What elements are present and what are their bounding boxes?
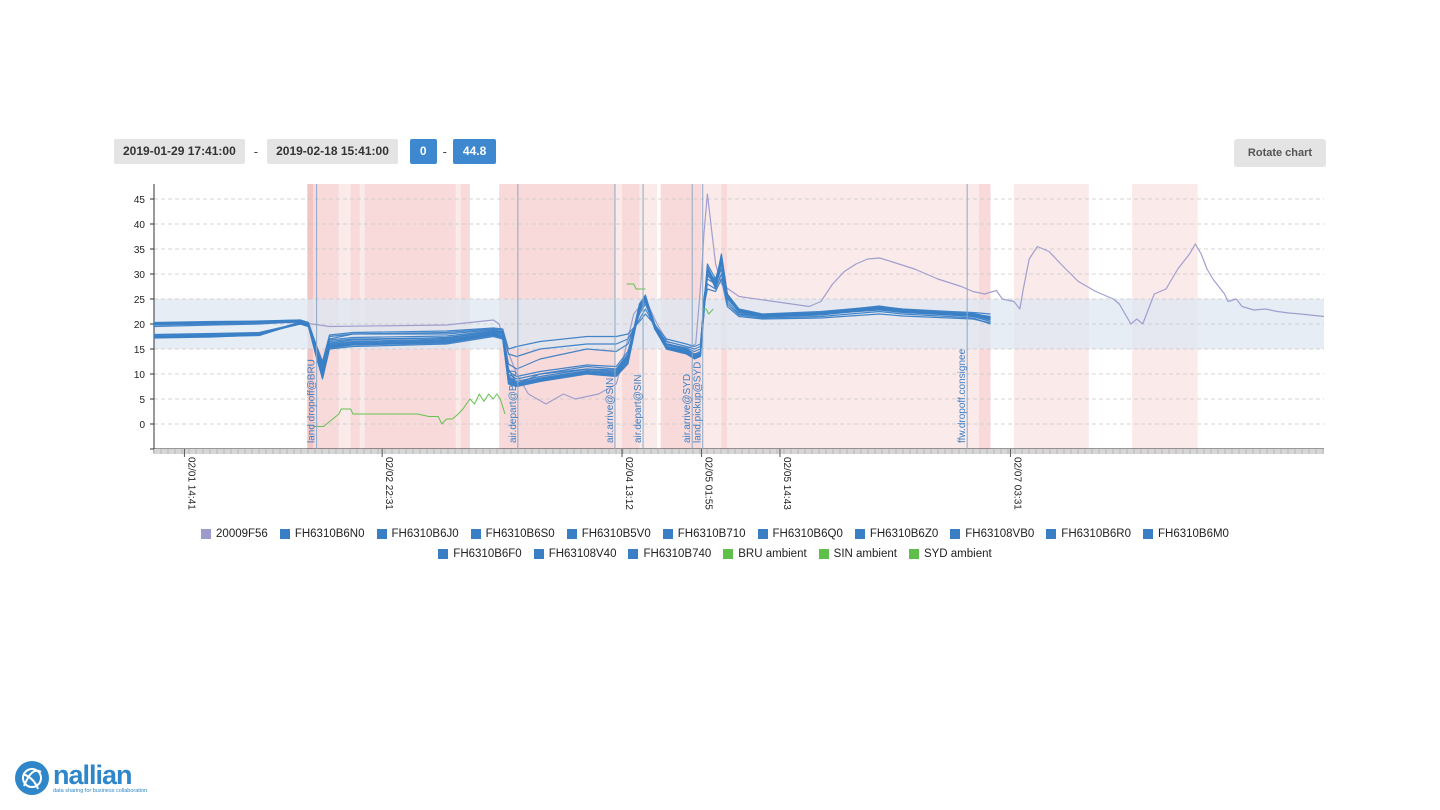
- legend-label: BRU ambient: [738, 548, 807, 560]
- nallian-logo-icon: [15, 761, 49, 795]
- y-tick-label: 40: [134, 220, 146, 231]
- legend-label: FH63108V40: [548, 548, 617, 560]
- legend-label: FH6310B6Z0: [869, 528, 939, 540]
- legend-label: FH6310B6N0: [294, 528, 365, 540]
- value-separator: -: [442, 144, 447, 159]
- legend-item[interactable]: FH6310B710: [662, 525, 746, 543]
- legend-swatch: [201, 529, 212, 539]
- legend-label: FH6310B5V0: [581, 528, 651, 540]
- legend-swatch: [723, 549, 734, 559]
- legend-label: FH6310B6S0: [485, 528, 555, 540]
- y-tick-label: 45: [134, 195, 146, 206]
- logo-tagline: data sharing for business collaboration: [53, 787, 148, 794]
- legend-item[interactable]: 20009F56: [201, 525, 268, 543]
- legend-label: 20009F56: [216, 528, 268, 540]
- nallian-logo: nallian data sharing for business collab…: [14, 760, 147, 796]
- legend-label: FH6310B6R0: [1061, 528, 1131, 540]
- legend-item[interactable]: FH63108VB0: [950, 525, 1034, 543]
- legend-swatch: [279, 529, 290, 539]
- legend-label: FH6310B6Q0: [772, 528, 843, 540]
- legend-label: FH6310B710: [677, 528, 746, 540]
- legend-item[interactable]: FH6310B6M0: [1142, 525, 1229, 543]
- date-separator: -: [253, 144, 259, 159]
- legend-item[interactable]: FH6310B6F0: [438, 545, 522, 563]
- legend-item[interactable]: BRU ambient: [723, 545, 807, 563]
- legend-swatch: [662, 529, 673, 539]
- event-label: land.pickup@SYD: [693, 362, 704, 443]
- y-tick-label: 35: [134, 245, 146, 256]
- series-line: [153, 193, 1325, 405]
- x-tick-label: 02/01 14:41: [185, 457, 196, 510]
- legend-item[interactable]: FH6310B5V0: [566, 525, 651, 543]
- value-min-field[interactable]: 0: [409, 139, 437, 164]
- legend-label: SIN ambient: [833, 548, 897, 560]
- legend-swatch: [1046, 529, 1057, 539]
- legend-item[interactable]: FH6310B6Z0: [854, 525, 939, 543]
- event-label: ffw.dropoff.consignee: [957, 348, 968, 443]
- series-line: [153, 255, 991, 387]
- legend-swatch: [376, 529, 387, 539]
- y-tick-label: 0: [139, 420, 145, 431]
- legend-item[interactable]: FH6310B740: [628, 545, 711, 563]
- legend-item[interactable]: FH6310B6R0: [1046, 525, 1131, 543]
- legend-swatch: [628, 549, 639, 559]
- x-tick-label: 02/02 22:31: [383, 457, 394, 510]
- range-controls: 2019-01-29 17:41:00 - 2019-02-18 15:41:0…: [114, 139, 497, 164]
- series-line: [313, 393, 506, 427]
- y-tick-label: 10: [134, 370, 146, 381]
- legend-item[interactable]: SIN ambient: [818, 545, 897, 563]
- x-tick-label: 02/05 01:55: [703, 457, 714, 510]
- logo-wordmark: nallian: [53, 759, 133, 790]
- rotate-chart-button[interactable]: Rotate chart: [1234, 139, 1326, 167]
- date-to-field[interactable]: 2019-02-18 15:41:00: [267, 139, 398, 164]
- x-tick-label: 02/07 03:31: [1011, 457, 1022, 510]
- y-tick-label: 15: [134, 345, 146, 356]
- legend-item[interactable]: SYD ambient: [908, 545, 992, 563]
- event-label: air.arrive@SIN: [605, 378, 616, 443]
- legend-swatch: [533, 549, 544, 559]
- legend-label: FH6310B6M0: [1157, 528, 1229, 540]
- date-from-field[interactable]: 2019-01-29 17:41:00: [114, 139, 245, 164]
- legend-swatch: [757, 529, 768, 539]
- y-tick-label: 20: [134, 320, 146, 331]
- x-tick-label: 02/05 14:43: [781, 457, 792, 510]
- y-tick-label: 5: [139, 395, 145, 406]
- series-line: [701, 308, 714, 315]
- event-label: air.depart@BRU: [508, 370, 519, 443]
- series-line: [153, 278, 991, 363]
- y-tick-label: 30: [134, 270, 146, 281]
- legend-label: SYD ambient: [923, 548, 992, 560]
- event-label: air.depart@SIN: [633, 374, 644, 443]
- series-line: [626, 283, 646, 290]
- legend-item[interactable]: FH6310B6Q0: [757, 525, 843, 543]
- legend-swatch: [908, 549, 919, 559]
- legend-swatch: [470, 529, 481, 539]
- value-max-field[interactable]: 44.8: [452, 139, 497, 164]
- legend-label: FH6310B6F0: [453, 548, 522, 560]
- legend-swatch: [950, 529, 961, 539]
- legend-item[interactable]: FH6310B6N0: [279, 525, 365, 543]
- chart-legend: 20009F56 FH6310B6N0 FH6310B6J0 FH6310B6S0 FH…: [150, 525, 1280, 565]
- legend-swatch: [438, 549, 449, 559]
- event-label: air.arrive@SYD: [682, 374, 693, 443]
- legend-item[interactable]: FH6310B6J0: [376, 525, 459, 543]
- legend-item[interactable]: FH63108V40: [533, 545, 617, 563]
- legend-swatch: [854, 529, 865, 539]
- legend-swatch: [818, 549, 829, 559]
- legend-swatch: [1142, 529, 1153, 539]
- legend-label: FH6310B740: [643, 548, 712, 560]
- temperature-chart: 0 5 10 15 20 25 30 35 40 45 02/01 14:41 02/02 22:31…: [134, 184, 1325, 510]
- x-tick-label: 02/04 13:12: [623, 457, 634, 510]
- legend-swatch: [566, 529, 577, 539]
- legend-label: FH63108VB0: [965, 528, 1035, 540]
- legend-item[interactable]: FH6310B6S0: [470, 525, 555, 543]
- event-label: land.dropoff@BRU: [307, 359, 318, 443]
- y-tick-label: 25: [134, 295, 146, 306]
- time-scale-bar: [154, 449, 1324, 454]
- legend-label: FH6310B6J0: [391, 528, 459, 540]
